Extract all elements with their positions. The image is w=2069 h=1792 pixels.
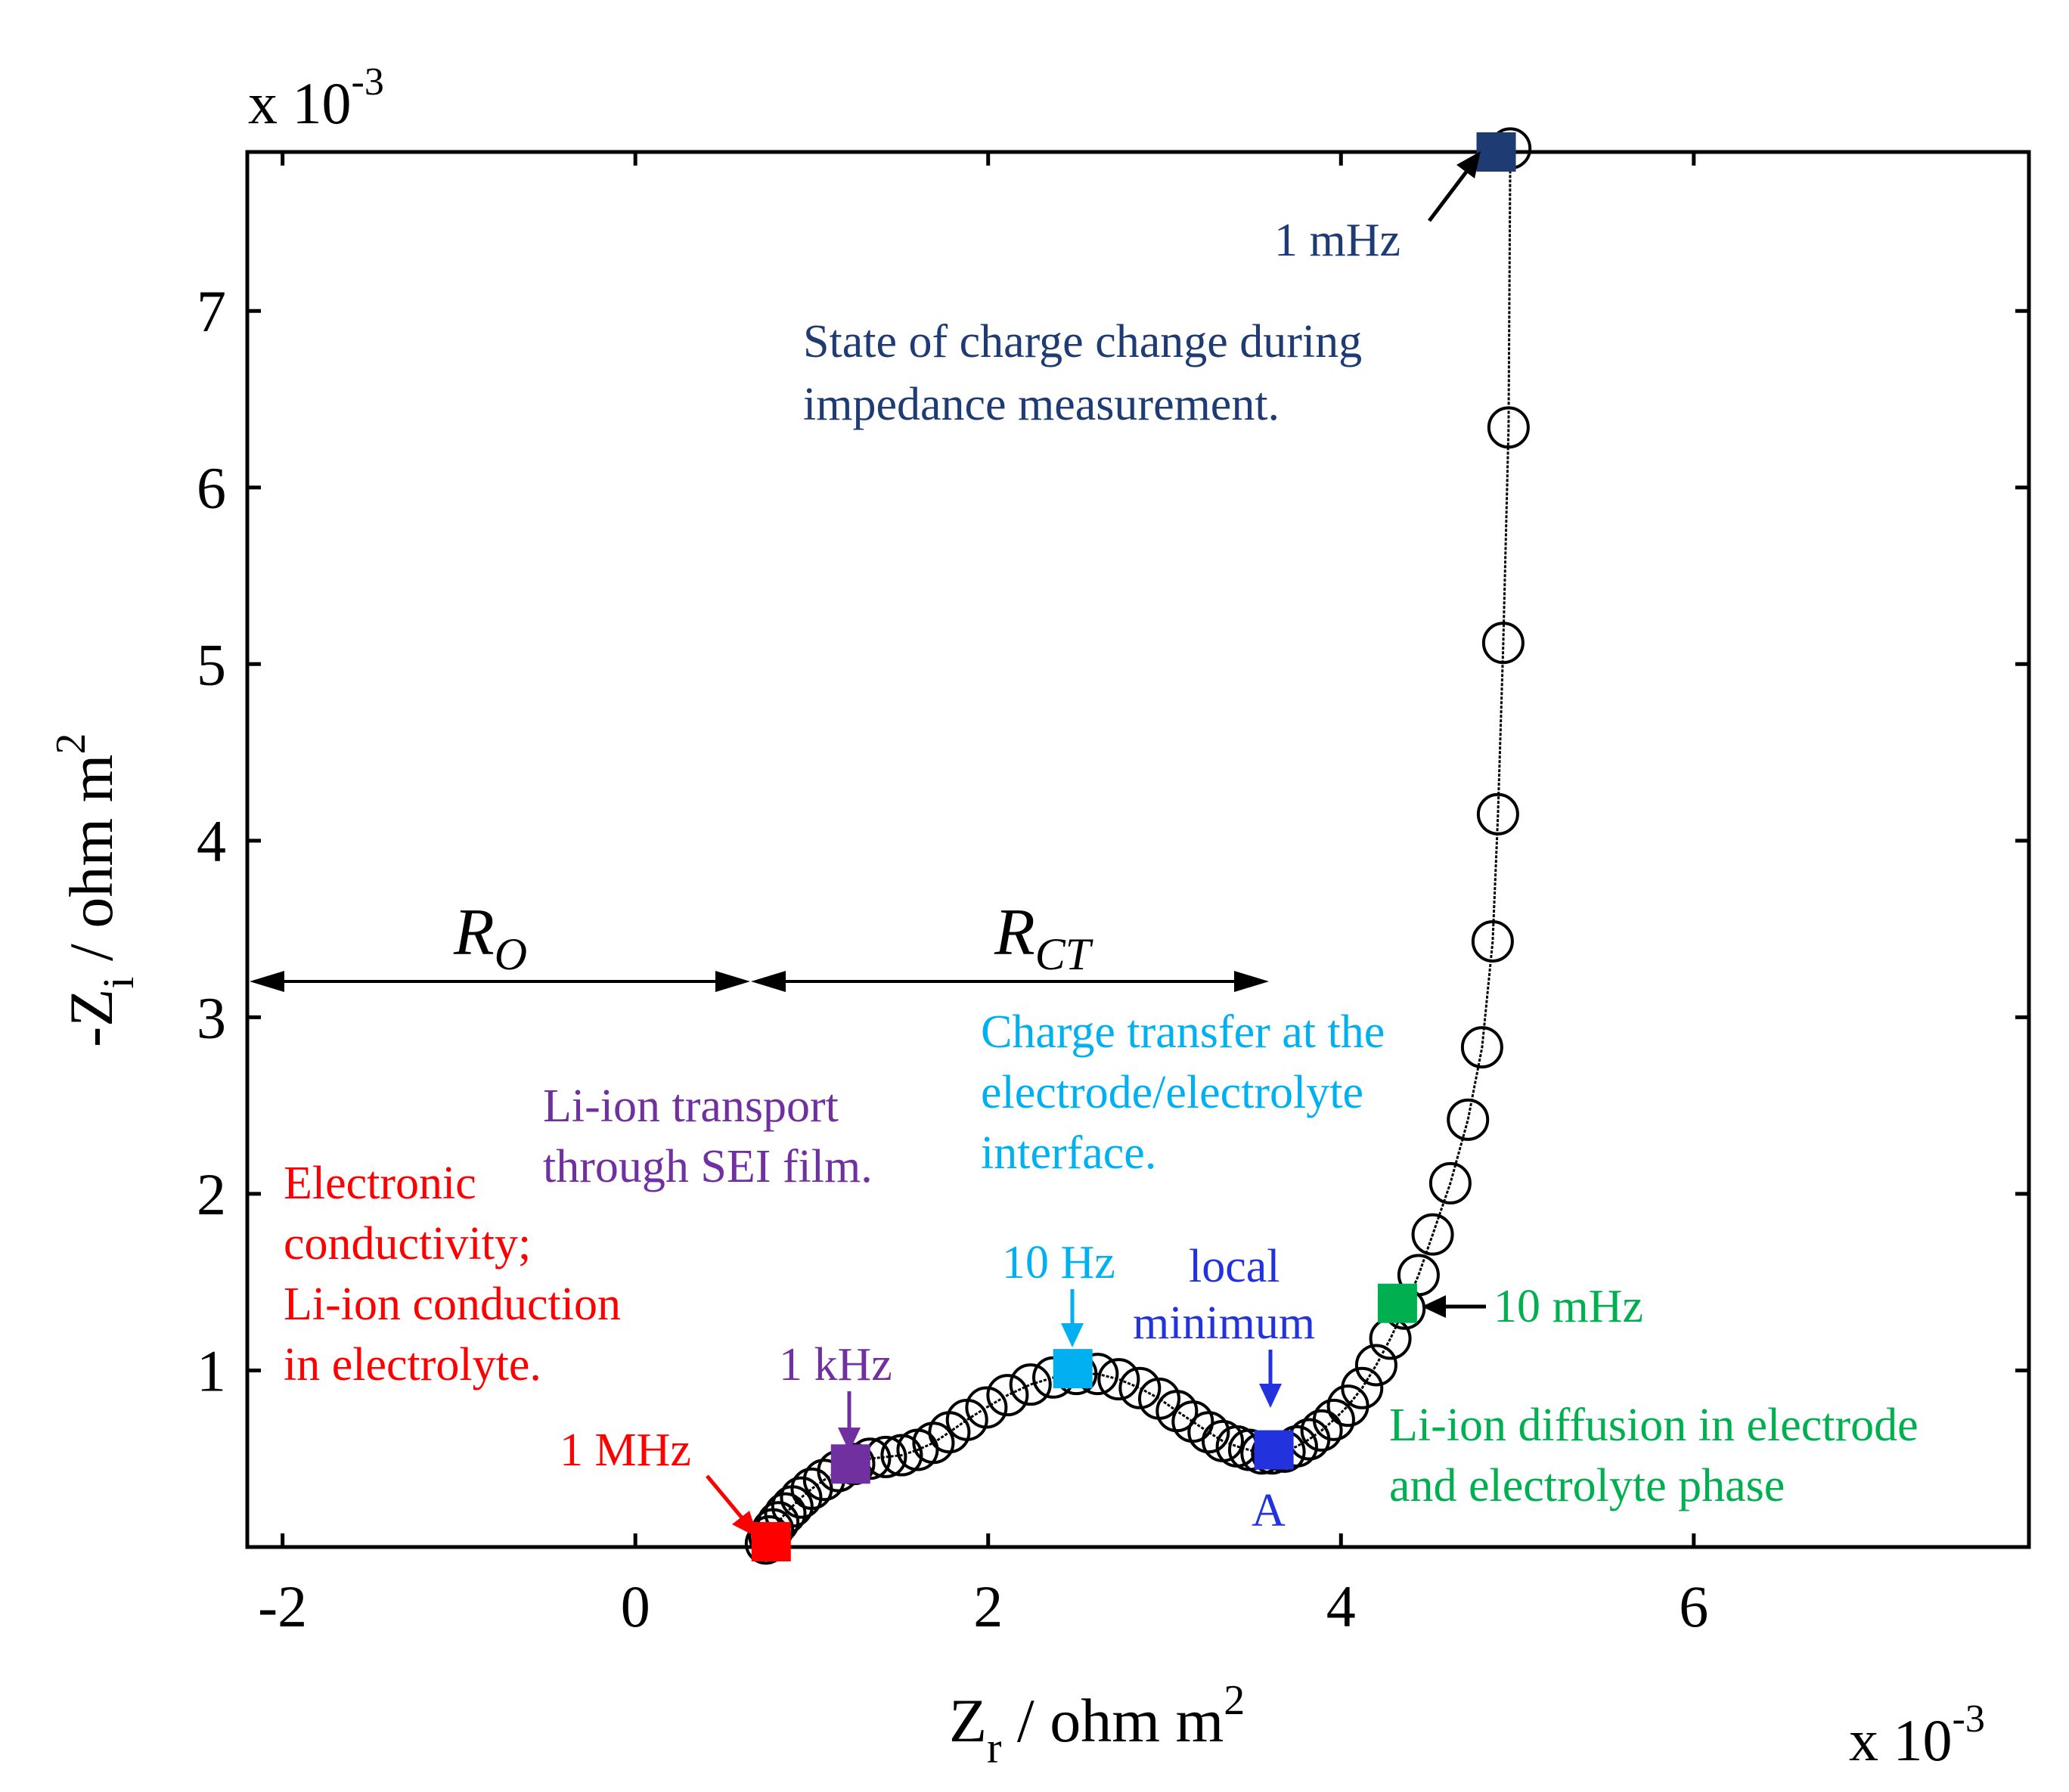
data-point	[1312, 1398, 1355, 1441]
svg-text:interface.: interface.	[981, 1127, 1156, 1179]
y-ticks: 1 2 3 4 5 6 7	[197, 278, 2029, 1403]
data-point	[780, 1476, 823, 1519]
svg-text:State of charge change during: State of charge change during	[803, 316, 1362, 367]
data-point	[1300, 1409, 1343, 1452]
svg-text:Charge transfer at the: Charge transfer at the	[981, 1006, 1385, 1058]
highlight-point	[1476, 132, 1516, 172]
data-point	[1447, 1098, 1490, 1141]
label-1mhz-low: 1 mHz	[1274, 151, 1481, 266]
svg-text:10 mHz: 10 mHz	[1494, 1281, 1643, 1332]
label-1khz: 1 kHz	[779, 1339, 892, 1452]
x-ticks: -2 0 2 4 6	[258, 152, 1708, 1639]
data-point	[1187, 1411, 1230, 1454]
rct-label: RCT	[994, 896, 1093, 979]
label-10hz: 10 Hz	[1002, 1237, 1115, 1347]
svg-text:Li-ion diffusion in electrode: Li-ion diffusion in electrode	[1389, 1400, 1919, 1451]
data-point	[1354, 1344, 1397, 1387]
charge-transfer-note: Charge transfer at the electrode/electro…	[981, 1006, 1385, 1179]
highlight-point	[830, 1444, 870, 1484]
data-point	[986, 1374, 1029, 1417]
data-point	[965, 1386, 1008, 1429]
data-point	[1460, 1026, 1503, 1069]
svg-text:through SEI film.: through SEI film.	[543, 1141, 873, 1192]
svg-text:1 mHz: 1 mHz	[1274, 215, 1401, 266]
label-local-minimum: local minimum	[1133, 1241, 1315, 1408]
y-multiplier: x 10-3	[248, 60, 384, 136]
y-tick-label: 1	[197, 1338, 226, 1403]
ro-label: RO	[453, 896, 527, 979]
y-tick-label: 3	[197, 984, 226, 1050]
highlight-point	[1254, 1430, 1294, 1470]
svg-text:1 kHz: 1 kHz	[779, 1339, 892, 1391]
svg-text:electrode/electrolyte: electrode/electrolyte	[981, 1067, 1363, 1118]
highlight-point	[1053, 1349, 1093, 1389]
point-a-label: A	[1252, 1485, 1286, 1536]
x-multiplier: x 10-3	[1849, 1697, 1985, 1773]
svg-text:impedance measurement.: impedance measurement.	[803, 379, 1280, 430]
x-tick-label: 4	[1326, 1573, 1356, 1639]
data-point	[1476, 792, 1519, 836]
y-tick-label: 2	[197, 1161, 226, 1227]
plot-frame	[245, 150, 2031, 1549]
svg-text:Electronic: Electronic	[284, 1158, 476, 1209]
data-point	[1397, 1254, 1440, 1297]
data-point	[1097, 1358, 1140, 1401]
y-tick-label: 5	[197, 631, 226, 697]
highlighted-points	[751, 132, 1516, 1561]
data-point	[1471, 919, 1514, 963]
svg-text:10 Hz: 10 Hz	[1002, 1237, 1115, 1288]
data-point	[1481, 622, 1525, 665]
highlight-point	[751, 1521, 791, 1561]
x-tick-label: -2	[258, 1573, 307, 1639]
electronic-note: Electronic conductivity; Li-ion conducti…	[284, 1158, 621, 1391]
svg-text:local: local	[1189, 1241, 1280, 1292]
data-point	[1428, 1161, 1472, 1204]
x-tick-label: 0	[621, 1573, 650, 1639]
ro-arrow	[250, 971, 750, 992]
diffusion-note: Li-ion diffusion in electrode and electr…	[1389, 1400, 1919, 1511]
x-tick-label: 2	[973, 1573, 1003, 1639]
data-point	[1411, 1213, 1454, 1256]
data-point	[1341, 1366, 1384, 1409]
x-axis-label: Zr / ohm m2	[949, 1677, 1245, 1772]
y-axis-label: -Zi / ohm m2	[48, 733, 143, 1047]
svg-text:Li-ion transport: Li-ion transport	[543, 1080, 839, 1132]
y-tick-label: 7	[197, 278, 226, 344]
y-tick-label: 6	[197, 455, 226, 521]
svg-text:1 MHz: 1 MHz	[560, 1425, 691, 1476]
label-10mhz: 10 mHz	[1422, 1281, 1643, 1332]
svg-text:in electrolyte.: in electrolyte.	[284, 1339, 541, 1391]
label-1mhz-high: 1 MHz	[560, 1425, 758, 1538]
svg-text:minimum: minimum	[1133, 1297, 1315, 1349]
sei-note: Li-ion transport through SEI film.	[543, 1080, 873, 1192]
data-point	[1487, 406, 1530, 449]
data-point	[1288, 1418, 1331, 1461]
data-point	[1009, 1363, 1052, 1406]
svg-text:conductivity;: conductivity;	[284, 1218, 531, 1270]
x-tick-label: 6	[1679, 1573, 1708, 1639]
data-point	[880, 1434, 923, 1477]
data-point	[1118, 1366, 1162, 1409]
highlight-point	[1377, 1283, 1417, 1323]
y-tick-label: 4	[197, 808, 226, 874]
soc-note: State of charge change during impedance …	[803, 316, 1362, 430]
rct-arrow	[751, 971, 1269, 992]
svg-text:and electrolyte phase: and electrolyte phase	[1389, 1460, 1785, 1511]
svg-text:Li-ion conduction: Li-ion conduction	[284, 1279, 621, 1330]
